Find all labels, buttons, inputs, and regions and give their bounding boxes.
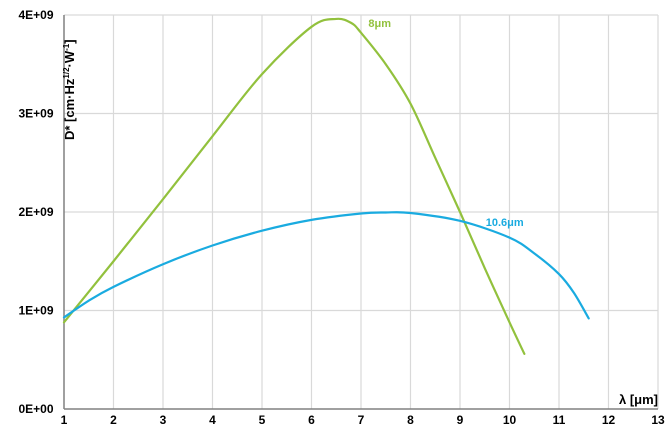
series-labels: 8μm 10.6μm [368,18,523,229]
x-axis-label: λ [μm] [619,392,658,407]
x-tick-label: 1 [61,413,68,427]
y-axis-label-sup2: -1 [62,43,71,51]
y-tick-label: 2E+09 [18,205,53,219]
gridlines [64,14,659,409]
series-label-1: 10.6μm [486,217,524,229]
series-label-0: 8μm [368,18,391,30]
x-tick-label: 8 [407,413,414,427]
tick-labels: 1 2 3 4 5 6 7 8 9 10 11 12 130E+001E+092E+093E+094E+… [18,8,665,427]
series-line-0 [62,17,526,355]
x-tick-label: 9 [457,413,464,427]
x-tick-label: 10 [503,413,517,427]
y-tick-label: 0E+00 [18,402,53,416]
x-tick-label: 6 [308,413,315,427]
x-tick-label: 13 [651,413,665,427]
x-tick-label: 12 [602,413,616,427]
x-tick-label: 2 [110,413,117,427]
y-axis-label-end: ] [62,39,77,43]
y-axis-label: D* [cm·Hz1/2·W-1] [62,39,77,140]
x-tick-label: 5 [259,413,266,427]
y-axis-label-base: D* [cm·Hz [62,78,77,140]
y-tick-label: 1E+09 [18,304,53,318]
y-axis-label-sup1: 1/2 [62,67,71,79]
series-lines [62,17,590,355]
y-tick-label: 4E+09 [18,8,53,22]
y-axis-label-mid: ·W [62,50,77,67]
series-line-1 [62,211,590,320]
y-tick-label: 3E+09 [18,107,53,121]
x-tick-label: 3 [160,413,167,427]
axes [63,15,658,410]
x-tick-label: 4 [209,413,216,427]
x-tick-label: 7 [358,413,365,427]
x-tick-label: 11 [553,413,566,427]
